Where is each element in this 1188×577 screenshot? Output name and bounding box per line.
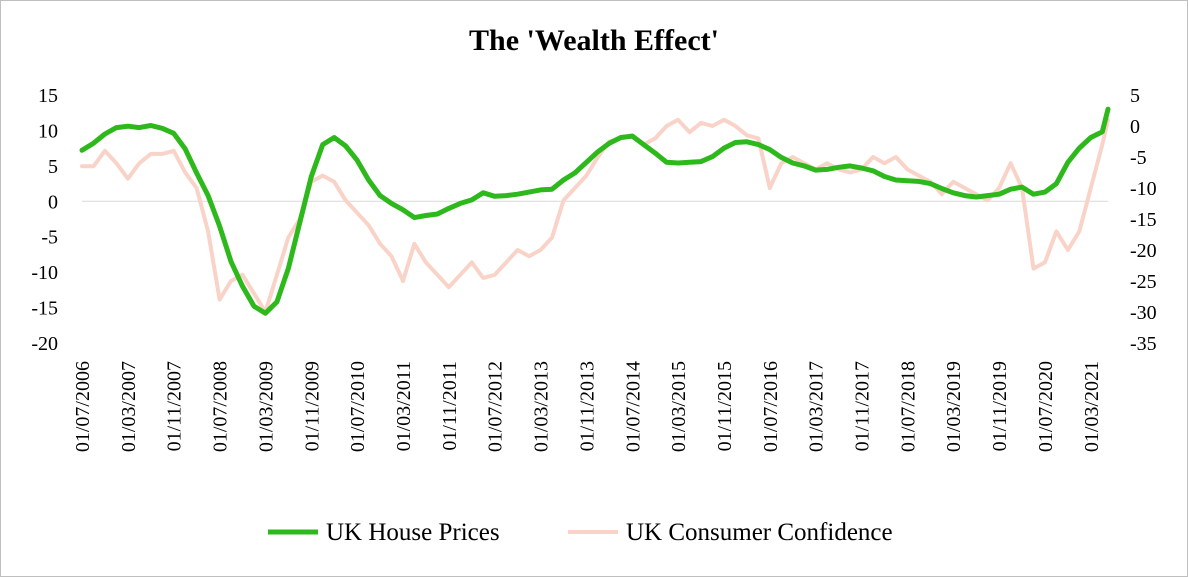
x-tick-label: 01/03/2019: [943, 361, 965, 452]
legend: UK House Prices UK Consumer Confidence: [268, 519, 893, 546]
right-tick-label: 5: [1130, 85, 1140, 107]
left-tick-label: 0: [48, 191, 58, 213]
consumer-confidence-line: [80, 117, 1110, 314]
x-tick-label: 01/11/2017: [852, 361, 874, 451]
right-tick-label: -5: [1130, 147, 1147, 169]
left-tick-label: 10: [38, 120, 58, 142]
x-tick-label: 01/03/2009: [255, 361, 277, 452]
x-tick-label: 01/07/2018: [897, 361, 919, 452]
house-prices-line: [79, 106, 1111, 316]
left-tick-label: 5: [48, 156, 58, 178]
x-tick-label: 01/07/2014: [622, 361, 644, 452]
right-tick-label: -30: [1130, 302, 1157, 324]
left-tick-label: -10: [31, 262, 58, 284]
right-tick-label: -15: [1130, 209, 1157, 231]
x-axis-ticks: 01/07/2006 01/03/2007 01/11/2007 01/07/2008…: [72, 361, 1103, 452]
x-tick-label: 01/03/2017: [806, 361, 828, 452]
x-tick-label: 01/11/2011: [439, 361, 461, 451]
legend-consumer-confidence-label: UK Consumer Confidence: [626, 519, 893, 546]
right-tick-label: -35: [1130, 333, 1157, 355]
left-tick-label: 15: [38, 85, 58, 107]
left-tick-label: -15: [31, 298, 58, 320]
x-tick-label: 01/07/2008: [210, 361, 232, 452]
left-tick-label: -5: [41, 227, 58, 249]
legend-house-prices-label: UK House Prices: [326, 519, 500, 546]
right-tick-label: -20: [1130, 240, 1157, 262]
right-tick-label: 0: [1130, 116, 1140, 138]
x-tick-label: 01/11/2013: [576, 361, 598, 451]
x-tick-label: 01/07/2016: [760, 361, 782, 452]
x-tick-label: 01/07/2012: [485, 361, 507, 452]
chart-title: The 'Wealth Effect': [469, 24, 719, 57]
right-tick-label: -25: [1130, 271, 1157, 293]
x-tick-label: 01/07/2020: [1035, 361, 1057, 452]
x-tick-label: 01/11/2019: [989, 361, 1011, 451]
x-tick-label: 01/03/2007: [118, 361, 140, 452]
right-axis-ticks: 5 0 -5 -10 -15 -20 -25 -30 -35: [1130, 85, 1157, 355]
x-tick-label: 01/11/2015: [714, 361, 736, 451]
x-tick-label: 01/03/2015: [668, 361, 690, 452]
x-tick-label: 01/03/2021: [1081, 361, 1103, 452]
x-tick-label: 01/11/2007: [164, 361, 186, 451]
x-tick-label: 01/07/2006: [72, 361, 94, 452]
series-layer: [79, 106, 1111, 316]
left-tick-label: -20: [31, 333, 58, 355]
x-tick-label: 01/07/2010: [347, 361, 369, 452]
right-tick-label: -10: [1130, 178, 1157, 200]
x-tick-label: 01/03/2011: [393, 361, 415, 451]
left-axis-ticks: 15 10 5 0 -5 -10 -15 -20: [31, 85, 58, 355]
x-tick-label: 01/11/2009: [301, 361, 323, 451]
x-tick-label: 01/03/2013: [531, 361, 553, 452]
